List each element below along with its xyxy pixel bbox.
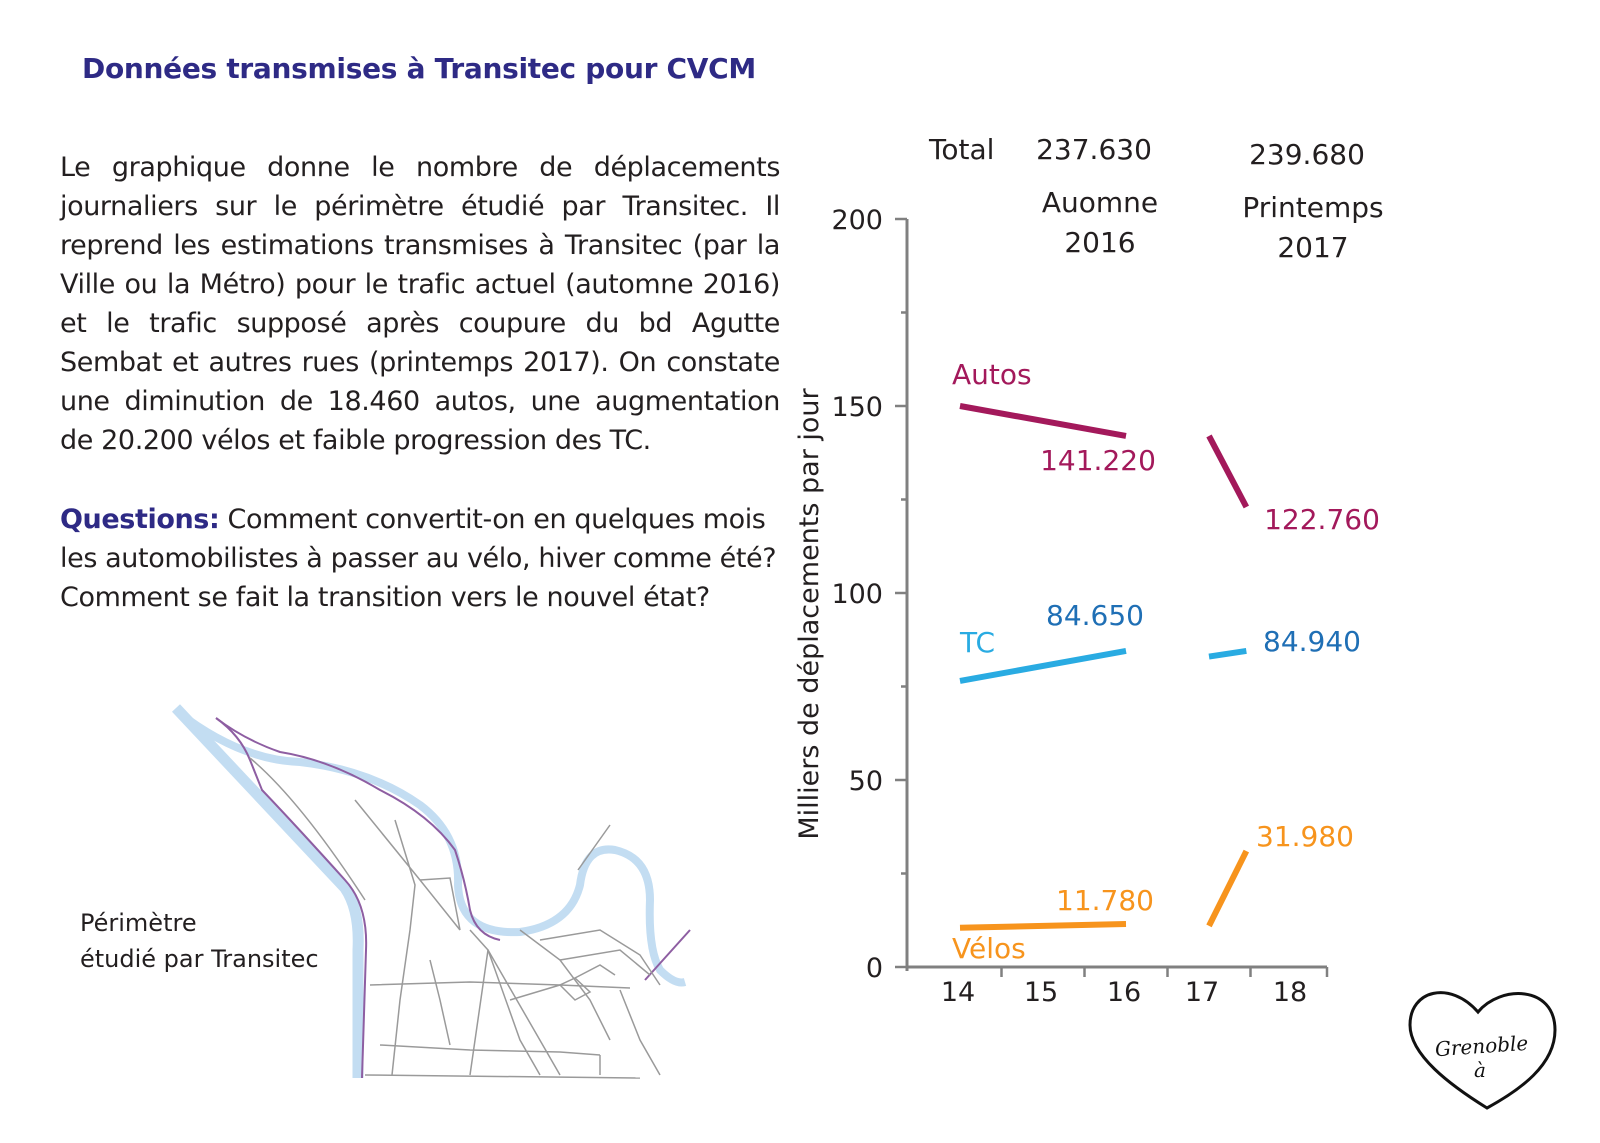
logo-text-a: à (1474, 1058, 1486, 1082)
period-total: 237.630 (1036, 133, 1152, 166)
data-label-tc: 84.940 (1263, 625, 1361, 658)
x-tick-label: 17 (1185, 977, 1219, 1008)
total-label: Total (928, 133, 994, 166)
y-tick-label: 150 (831, 392, 883, 423)
series-line-tc (1208, 648, 1247, 660)
map-label-line1: Périmètre (80, 909, 197, 937)
perimeter-boundary (215, 717, 368, 1079)
questions-label: Questions: (60, 504, 220, 535)
perimeter-boundary-east (644, 929, 691, 981)
period-year: 2017 (1277, 231, 1348, 264)
y-tick-label: 0 (866, 953, 883, 984)
map-label: Périmètre étudié par Transitec (80, 905, 319, 977)
y-tick-label: 200 (831, 205, 883, 236)
data-label-velos: 11.780 (1056, 884, 1154, 917)
series-name-velos: Vélos (952, 932, 1026, 965)
x-tick-label: 14 (941, 977, 975, 1008)
series-line-velos (1206, 849, 1250, 928)
series-line-velos (959, 920, 1127, 931)
period-total: 239.680 (1249, 138, 1365, 171)
page-title: Données transmises à Transitec pour CVCM (82, 52, 756, 85)
y-tick-label: 100 (831, 579, 883, 610)
series-name-autos: Autos (952, 358, 1032, 391)
period-name: Printemps (1242, 191, 1383, 224)
x-tick-label: 16 (1107, 977, 1141, 1008)
data-label-tc: 84.650 (1046, 599, 1144, 632)
period-year: 2016 (1064, 226, 1135, 259)
x-tick-label: 18 (1273, 977, 1307, 1008)
period-name: Auomne (1042, 186, 1158, 219)
series-line-autos (1206, 434, 1250, 509)
series-line-tc (959, 648, 1127, 684)
map-label-line2: étudié par Transitec (80, 945, 319, 973)
y-axis-label: Milliers de déplacements par jour (794, 387, 825, 839)
series-line-autos (959, 403, 1127, 439)
data-label-velos: 31.980 (1256, 820, 1354, 853)
series-name-tc: TC (959, 626, 995, 659)
river-isere (171, 704, 364, 1078)
heart-icon (1408, 991, 1557, 1110)
intro-paragraph: Le graphique donne le nombre de déplacem… (60, 152, 780, 456)
data-label-autos: 122.760 (1264, 503, 1380, 536)
data-label-autos: 141.220 (1040, 444, 1156, 477)
y-tick-label: 50 (849, 766, 883, 797)
x-tick-label: 15 (1024, 977, 1058, 1008)
questions-block: Questions: Comment convertit-on en quelq… (60, 500, 780, 617)
questions-text: Comment convertit-on en quelques mois le… (60, 504, 777, 613)
logo-text-grenoble: Grenoble (1434, 1031, 1529, 1061)
